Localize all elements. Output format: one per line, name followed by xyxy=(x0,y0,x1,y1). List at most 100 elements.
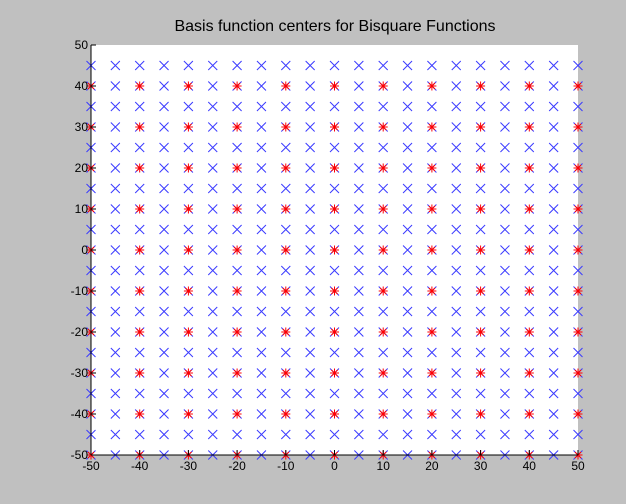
point xyxy=(232,245,242,255)
y-tick-label: -30 xyxy=(71,366,89,380)
point xyxy=(110,265,121,276)
point xyxy=(402,81,413,91)
point xyxy=(330,81,339,91)
point xyxy=(548,306,559,317)
point xyxy=(280,60,291,71)
point xyxy=(280,101,291,112)
point xyxy=(183,409,193,419)
point xyxy=(232,163,242,173)
point xyxy=(500,286,510,296)
point xyxy=(232,204,242,214)
point xyxy=(548,142,559,153)
point xyxy=(524,224,535,235)
point xyxy=(451,122,462,132)
point xyxy=(524,368,534,378)
point xyxy=(305,101,316,112)
point xyxy=(329,347,340,358)
point xyxy=(135,327,145,337)
point xyxy=(207,224,218,235)
point xyxy=(305,286,316,296)
point xyxy=(548,122,559,132)
point xyxy=(305,142,316,153)
point xyxy=(378,429,389,440)
point xyxy=(207,347,218,358)
point xyxy=(378,163,388,173)
point xyxy=(451,101,462,112)
point xyxy=(500,183,510,194)
point xyxy=(256,122,267,132)
point xyxy=(353,347,364,358)
point xyxy=(573,347,583,358)
point xyxy=(524,265,535,276)
point xyxy=(110,286,121,296)
point xyxy=(135,245,145,255)
point xyxy=(183,183,194,194)
point xyxy=(402,347,413,358)
y-tick-label: -20 xyxy=(71,325,89,339)
point xyxy=(183,101,194,112)
point xyxy=(378,204,388,214)
point xyxy=(353,368,364,378)
point xyxy=(281,327,291,337)
point xyxy=(183,368,193,378)
point xyxy=(159,142,169,153)
point xyxy=(548,347,559,358)
point xyxy=(329,224,340,235)
point xyxy=(280,388,291,399)
point xyxy=(378,265,389,276)
point xyxy=(378,327,388,337)
point xyxy=(232,286,242,296)
point xyxy=(110,183,121,194)
point xyxy=(159,122,169,132)
point xyxy=(524,142,535,153)
point xyxy=(134,388,145,399)
x-tick-label: -30 xyxy=(180,459,198,473)
point xyxy=(548,224,559,235)
point xyxy=(451,163,462,173)
point xyxy=(427,101,437,112)
point xyxy=(305,204,316,214)
point xyxy=(378,183,389,194)
point xyxy=(548,409,559,419)
point xyxy=(110,347,121,358)
point xyxy=(256,163,267,173)
point xyxy=(548,265,559,276)
point xyxy=(451,81,462,91)
point xyxy=(207,183,218,194)
point xyxy=(329,101,340,112)
point xyxy=(232,81,242,91)
x-tick-label: 40 xyxy=(523,459,537,473)
point xyxy=(476,286,486,296)
point xyxy=(159,286,169,296)
point xyxy=(524,122,534,132)
point xyxy=(353,60,364,71)
point xyxy=(427,265,437,276)
point xyxy=(500,306,510,317)
point xyxy=(159,81,169,91)
point xyxy=(524,204,534,214)
y-tick-label: 50 xyxy=(75,38,89,52)
point xyxy=(548,81,559,91)
point xyxy=(378,142,389,153)
point xyxy=(500,368,510,378)
point xyxy=(207,81,218,91)
point xyxy=(402,101,413,112)
point xyxy=(159,204,169,214)
point xyxy=(207,60,218,71)
point xyxy=(110,204,121,214)
point xyxy=(159,163,169,173)
point xyxy=(475,183,486,194)
point xyxy=(305,347,316,358)
point xyxy=(134,265,145,276)
point xyxy=(573,224,583,235)
point xyxy=(159,429,169,440)
point xyxy=(524,409,534,419)
point xyxy=(207,265,218,276)
point xyxy=(427,327,437,337)
point xyxy=(353,265,364,276)
point xyxy=(256,347,267,358)
point xyxy=(232,101,242,112)
point xyxy=(427,368,437,378)
point xyxy=(232,368,242,378)
